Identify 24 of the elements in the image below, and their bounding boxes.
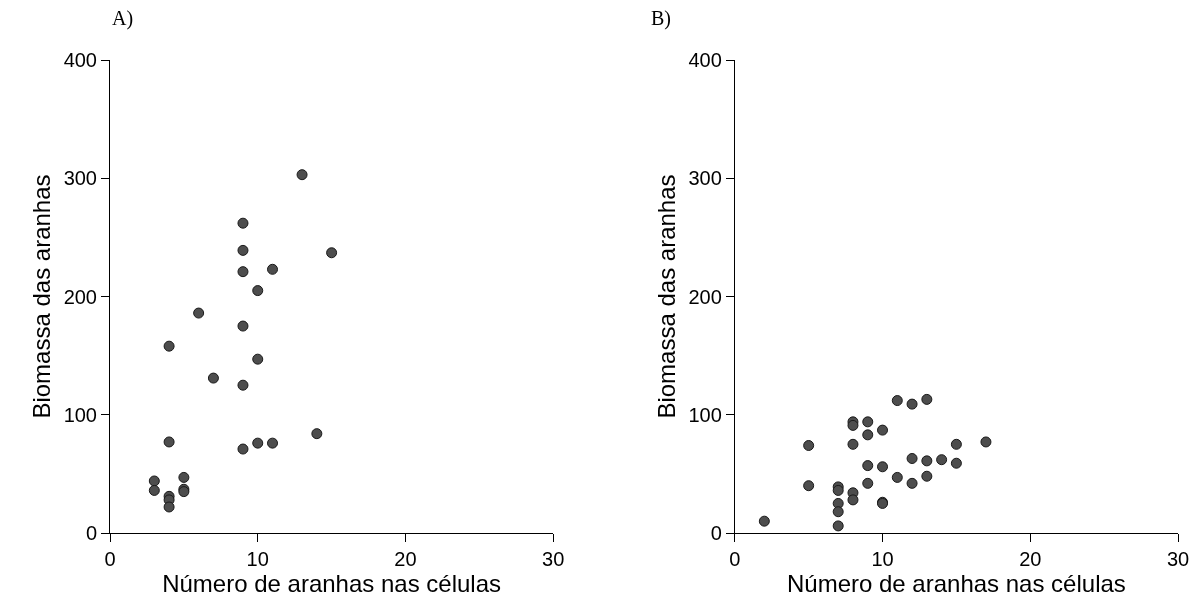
x-tick-label: 30 [542, 548, 565, 570]
x-axis-title: Número de aranhas nas células [162, 570, 502, 597]
y-tick-label: 200 [688, 285, 722, 308]
y-tick-label: 300 [63, 167, 97, 190]
x-tick-label: 0 [104, 548, 116, 570]
y-tick-label: 100 [688, 403, 722, 426]
y-tick-label: 100 [63, 403, 97, 426]
y-tick-label: 300 [688, 167, 722, 190]
x-tick-label: 0 [729, 548, 741, 570]
x-tick-label: 20 [394, 548, 417, 570]
y-tick-label: 200 [63, 285, 97, 308]
x-tick-label: 20 [1019, 548, 1042, 570]
y-tick-label: 0 [710, 522, 722, 544]
x-tick-label: 10 [246, 548, 269, 570]
y-tick-label: 400 [63, 49, 97, 71]
x-tick-label: 30 [1166, 548, 1190, 570]
x-axis-title: Número de aranhas nas células [786, 570, 1126, 597]
y-axis-title: Biomassa das aranhas [652, 174, 680, 419]
y-tick-label: 0 [85, 522, 97, 544]
x-tick-label: 10 [871, 548, 894, 570]
y-tick-label: 400 [688, 49, 722, 71]
chart-title: B) [651, 7, 671, 30]
y-axis-title: Biomassa das aranhas [27, 174, 55, 419]
chart-title: A) [112, 7, 134, 30]
